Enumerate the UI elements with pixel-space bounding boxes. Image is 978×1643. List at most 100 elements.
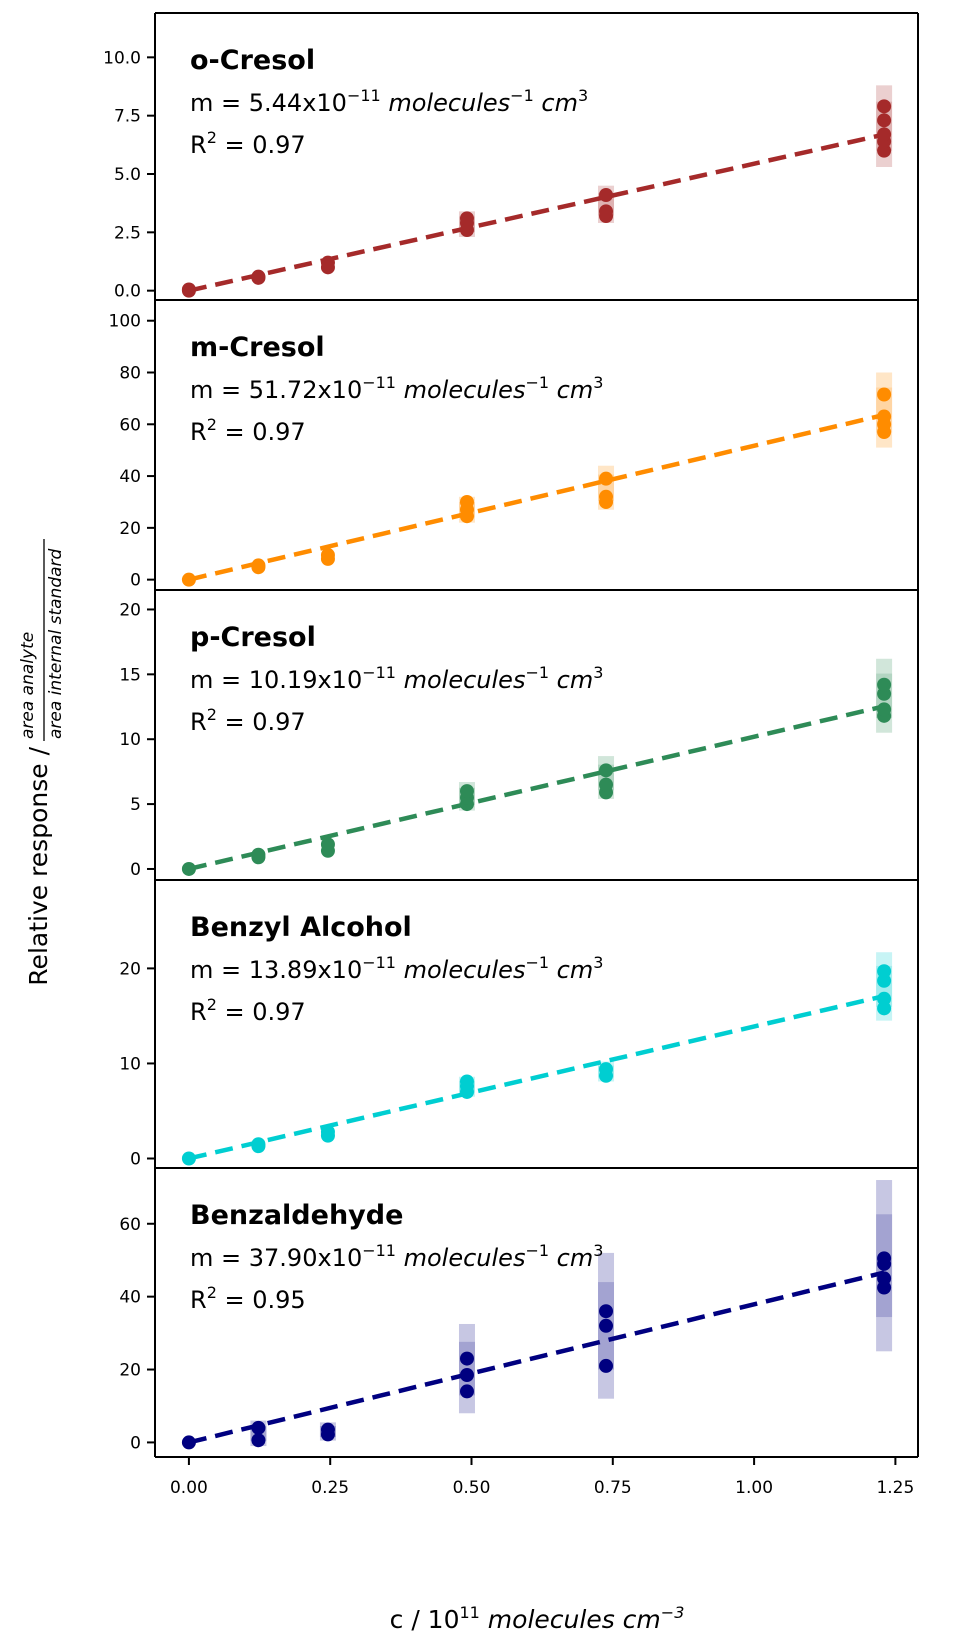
r2-annotation: R2 = 0.97 [190,705,306,736]
data-point [599,1062,614,1077]
data-point [320,548,335,563]
data-point [181,1435,196,1450]
data-point [181,282,196,297]
slope-part-unit2: cm [549,956,593,984]
slope-part-slope-text: 51.72 [249,376,318,404]
fit-line [188,1270,885,1445]
data-point [251,558,266,573]
data-point [877,991,892,1006]
r2-part-r2-exp: 2 [207,995,217,1014]
slope-part-unit: molecules [396,956,525,984]
y-tick-label: 20 [119,519,141,539]
y-tick-label: 0 [130,571,141,591]
data-point [459,1074,474,1089]
data-point [877,1251,892,1266]
slope-part-unit2-exp: 3 [578,86,588,105]
y-tick-label: 2.5 [114,223,141,243]
slope-part-unit2-exp: 3 [593,373,603,392]
slope-part-unit2: cm [534,89,578,117]
r2-part-r2-exp: 2 [207,705,217,724]
x-tick-label: 1.25 [876,1478,914,1498]
slope-part-m-prefix: m = [190,666,249,694]
y-tick-label: 20 [119,959,141,979]
panel-p-cresol: 0 5 10 15 20 p-Cresol m = 10.19x10−11 molecule… [119,589,919,880]
y-tick-label: 80 [119,364,141,384]
data-point [251,269,266,284]
slope-part-slope-text: 10.19 [249,666,318,694]
r2-part-r2-prefix: R [190,708,207,736]
data-point [877,1271,892,1286]
panel-m-cresol: 0 20 40 60 80 100 m-Cresol m = 51.72x10−11 mole… [109,299,919,591]
data-point [181,572,196,587]
slope-part-unit-exp: −1 [525,953,549,972]
r2-part-r2-prefix: R [190,131,207,159]
r2-annotation: R2 = 0.97 [190,128,306,159]
slope-part-m-prefix: m = [190,376,249,404]
r2-part-r2-prefix: R [190,998,207,1026]
slope-part-slope-text: 5.44 [249,89,302,117]
r2-part-r2-text: 0.97 [252,998,305,1026]
panel-o-cresol: 0.0 2.5 5.0 7.5 10.0 o-Cresol m = 5.44x10−11 m… [103,12,919,302]
slope-part-m-suffix: x10 [317,376,362,404]
panel-benzyl-alcohol: 0 10 20 Benzyl Alcohol m = 13.89x10−11 molec… [119,879,919,1169]
r2-part-r2-text: 0.97 [252,418,305,446]
slope-part-slope-text: 37.90 [249,1244,318,1272]
panel-title: Benzaldehyde [190,1200,403,1231]
data-point [459,1384,474,1399]
r2-part-r2-eq: = [217,1286,252,1314]
data-point [251,1433,266,1448]
slope-part-unit: molecules [396,1244,525,1272]
x-tick-label: 0.00 [170,1478,208,1498]
slope-part-m-exp: −11 [362,953,396,972]
x-tick-label: 1.00 [735,1478,773,1498]
r2-part-r2-exp: 2 [207,1283,217,1302]
y-tick-label: 100 [109,312,141,332]
panel-title: p-Cresol [190,622,316,653]
data-point [599,471,614,486]
y-tick-label: 40 [119,467,141,487]
y-tick-label: 40 [119,1288,141,1308]
slope-part-m-suffix: x10 [302,89,347,117]
y-axis-label-numerator: area analyte [18,632,38,739]
data-point [599,1318,614,1333]
panel-title: m-Cresol [190,332,325,363]
r2-part-r2-prefix: R [190,418,207,446]
r2-part-r2-exp: 2 [207,128,217,147]
data-point [181,861,196,876]
slope-part-unit-exp: −1 [525,1241,549,1260]
slope-part-m-exp: −11 [362,1241,396,1260]
y-tick-label: 10 [119,1054,141,1074]
y-axis-label-denominator: area internal standard [46,548,66,739]
y-tick-label: 10 [119,730,141,750]
slope-annotation: m = 5.44x10−11 molecules−1 cm3 [190,86,588,117]
y-tick-label: 20 [119,600,141,620]
data-point [599,763,614,778]
slope-part-unit-exp: −1 [525,373,549,392]
y-tick-label: 5 [130,795,141,815]
slope-part-m-prefix: m = [190,956,249,984]
data-point [877,113,892,128]
x-tick-label: 0.50 [453,1478,491,1498]
data-point [877,409,892,424]
r2-annotation: R2 = 0.95 [190,1283,306,1314]
data-point [181,1151,196,1166]
data-point [251,1420,266,1435]
data-point [877,99,892,114]
data-point [459,1351,474,1366]
data-point [320,1124,335,1139]
data-point [877,677,892,692]
data-point [599,489,614,504]
data-point [459,494,474,509]
r2-part-r2-eq: = [217,708,252,736]
slope-part-m-suffix: x10 [317,956,362,984]
slope-annotation: m = 51.72x10−11 molecules−1 cm3 [190,373,603,404]
slope-part-unit2: cm [549,1244,593,1272]
y-tick-label: 0 [130,1433,141,1453]
data-point [599,188,614,202]
data-point [320,837,335,852]
r2-part-r2-text: 0.97 [252,131,305,159]
slope-part-unit-exp: −1 [525,663,549,682]
slope-part-m-suffix: x10 [317,666,362,694]
data-point [599,777,614,792]
